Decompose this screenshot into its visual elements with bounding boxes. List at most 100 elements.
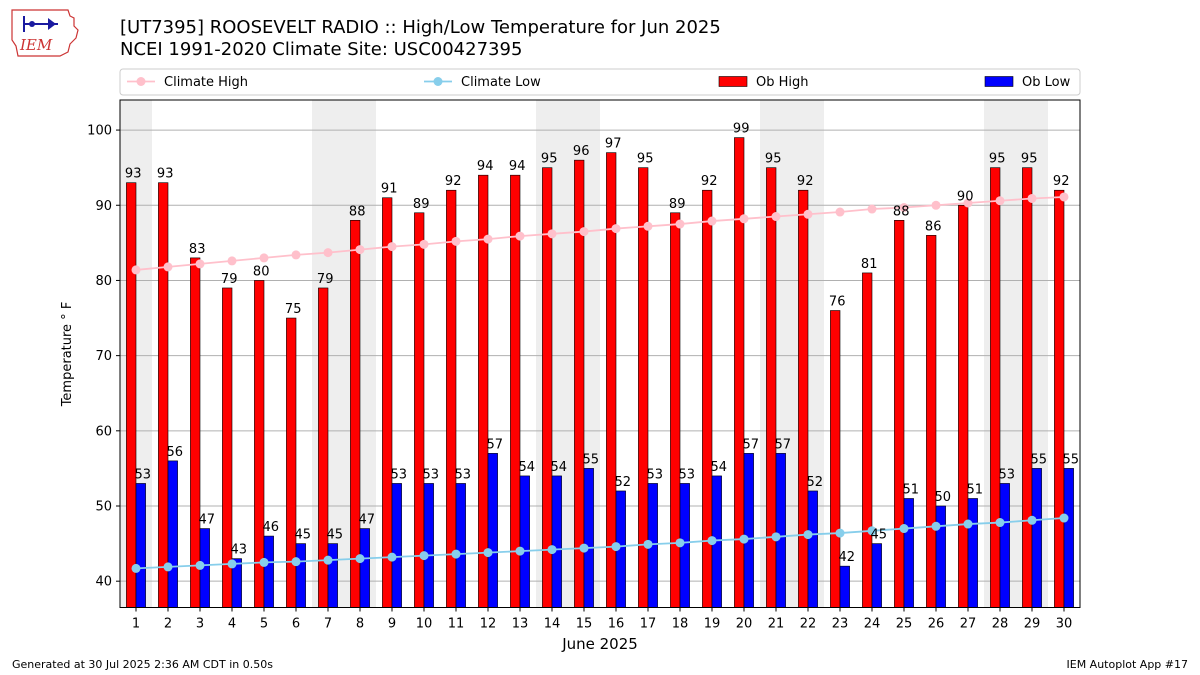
- ob-high-label: 88: [893, 204, 910, 219]
- y-tick-label: 90: [95, 199, 112, 214]
- ob-high-bar: [414, 212, 425, 608]
- climate-high-point: [963, 198, 973, 208]
- ob-high-label: 92: [1053, 174, 1070, 189]
- ob-low-label: 55: [583, 452, 600, 467]
- ob-low-label: 53: [391, 467, 408, 482]
- x-tick-label: 7: [324, 617, 332, 632]
- chart-subtitle: NCEI 1991-2020 Climate Site: USC00427395: [120, 39, 523, 60]
- climate-high-point: [739, 214, 749, 224]
- x-tick-label: 12: [480, 617, 497, 632]
- x-tick-label: 20: [736, 617, 753, 632]
- x-tick-label: 6: [292, 617, 300, 632]
- climate-high-point: [547, 229, 557, 239]
- climate-high-point: [931, 200, 941, 210]
- legend-label: Climate High: [164, 75, 248, 90]
- ob-low-label: 53: [455, 467, 472, 482]
- climate-low-point: [195, 560, 205, 570]
- ob-low-bar: [903, 498, 914, 608]
- x-tick-label: 21: [768, 617, 785, 632]
- ob-high-label: 94: [509, 159, 526, 174]
- ob-low-label: 57: [743, 437, 760, 452]
- ob-low-label: 52: [807, 475, 824, 490]
- ob-low-bar: [455, 483, 466, 608]
- ob-high-bar: [190, 257, 201, 608]
- y-tick-label: 80: [95, 274, 112, 289]
- ob-high-label: 92: [797, 174, 814, 189]
- ob-low-label: 45: [295, 528, 312, 543]
- climate-high-point: [131, 265, 141, 275]
- climate-low-point: [899, 524, 909, 534]
- ob-low-bar: [839, 565, 850, 608]
- ob-low-label: 45: [327, 528, 344, 543]
- iem-logo: IEM: [11, 9, 79, 57]
- x-tick-label: 23: [832, 617, 849, 632]
- footer-app: IEM Autoplot App #17: [1066, 658, 1189, 671]
- x-tick-label: 15: [576, 617, 593, 632]
- ob-high-label: 86: [925, 219, 942, 234]
- ob-low-label: 45: [871, 528, 888, 543]
- climate-low-point: [771, 532, 781, 542]
- ob-high-bar: [446, 189, 457, 608]
- climate-high-point: [387, 242, 397, 252]
- climate-low-point: [835, 528, 845, 538]
- climate-low-point: [931, 521, 941, 531]
- ob-high-label: 89: [413, 197, 430, 212]
- ob-high-label: 95: [989, 152, 1006, 167]
- ob-low-label: 47: [199, 513, 216, 528]
- x-tick-label: 24: [864, 617, 881, 632]
- climate-high-point: [803, 209, 813, 219]
- ob-low-bar: [551, 475, 562, 608]
- climate-low-point: [387, 552, 397, 562]
- climate-high-point: [227, 256, 237, 266]
- ob-low-bar: [391, 483, 402, 608]
- ob-low-label: 53: [423, 467, 440, 482]
- x-tick-label: 30: [1056, 617, 1073, 632]
- ob-low-bar: [935, 505, 946, 608]
- x-tick-label: 29: [1024, 617, 1041, 632]
- x-tick-label: 25: [896, 617, 913, 632]
- x-tick-label: 3: [196, 617, 204, 632]
- climate-low-point: [1027, 515, 1037, 525]
- climate-high-point: [899, 203, 909, 213]
- ob-low-bar: [167, 460, 178, 608]
- ob-high-label: 92: [445, 174, 462, 189]
- x-tick-label: 9: [388, 617, 396, 632]
- plot-frame: [119, 99, 1081, 608]
- legend-label: Ob High: [756, 75, 809, 90]
- ob-low-label: 43: [231, 543, 248, 558]
- x-tick-label: 13: [512, 617, 529, 632]
- chart-title: [UT7395] ROOSEVELT RADIO :: High/Low Tem…: [120, 17, 721, 38]
- x-tick-label: 19: [704, 617, 721, 632]
- climate-high-point: [995, 196, 1005, 206]
- ob-high-label: 80: [253, 264, 270, 279]
- x-tick-label: 16: [608, 617, 625, 632]
- climate-low-point: [739, 534, 749, 544]
- climate-low-point: [963, 519, 973, 529]
- ob-high-label: 88: [349, 204, 366, 219]
- x-tick-label: 18: [672, 617, 689, 632]
- ob-low-label: 53: [999, 467, 1016, 482]
- ob-high-label: 75: [285, 302, 302, 317]
- legend-label: Ob Low: [1022, 75, 1071, 90]
- climate-high-point: [579, 227, 589, 237]
- ob-low-label: 55: [1031, 452, 1048, 467]
- legend: Climate High Climate Low Ob High Ob Low: [119, 68, 1081, 96]
- y-tick-label: 50: [95, 500, 112, 515]
- x-axis-label: June 2025: [561, 635, 638, 653]
- ob-high-label: 96: [573, 144, 590, 159]
- ob-low-bar: [327, 543, 338, 608]
- ob-high-bar: [158, 182, 169, 608]
- climate-low-point: [867, 526, 877, 536]
- x-tick-label: 26: [928, 617, 945, 632]
- x-tick-label: 14: [544, 617, 561, 632]
- ob-high-label: 89: [669, 197, 686, 212]
- ob-high-bar: [862, 272, 873, 608]
- ob-low-label: 50: [935, 490, 952, 505]
- x-tick-label: 27: [960, 617, 977, 632]
- climate-high-point: [867, 204, 877, 214]
- ob-high-label: 93: [157, 167, 174, 182]
- climate-low-point: [611, 542, 621, 552]
- gridlines: [120, 129, 1080, 582]
- ob-low-label: 55: [1063, 452, 1080, 467]
